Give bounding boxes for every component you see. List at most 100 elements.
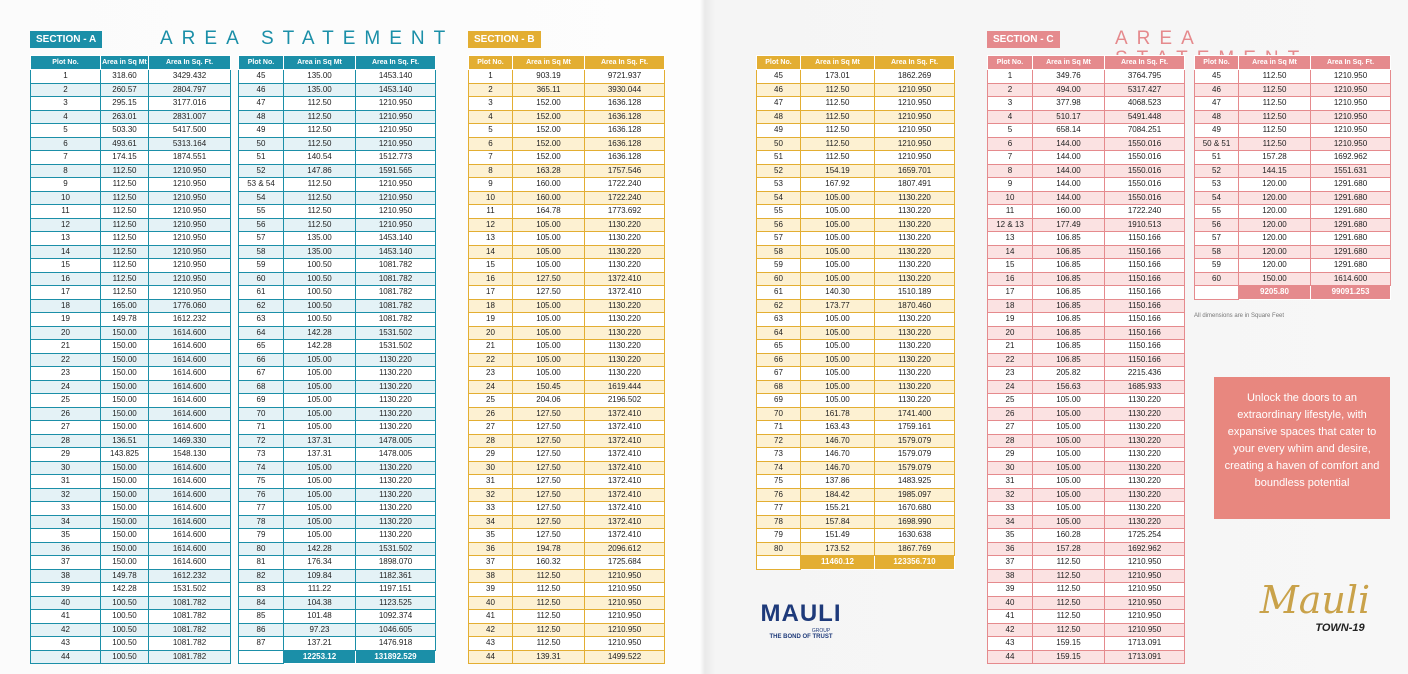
- cell: 503.30: [100, 123, 149, 138]
- cell: 1478.005: [355, 433, 436, 448]
- data-row: 51 112.50 1210.950: [756, 150, 955, 165]
- cell: 1636.128: [584, 150, 665, 165]
- data-row: 47 112.50 1210.950: [756, 96, 955, 111]
- cell: 100.50: [100, 609, 149, 624]
- data-row: 31 150.00 1614.600: [30, 474, 231, 489]
- cell: 1: [468, 69, 513, 84]
- cell: 112.50: [512, 609, 585, 624]
- cell: 112.50: [100, 244, 149, 259]
- cell: 120.00: [1238, 258, 1311, 273]
- cell: 177.49: [1032, 217, 1105, 232]
- cell: 20: [30, 325, 101, 340]
- data-row: 59 105.00 1130.220: [756, 258, 955, 273]
- data-row: 8 144.00 1550.016: [987, 163, 1185, 178]
- cell: 1612.232: [148, 312, 231, 327]
- data-row: 22 106.85 1150.166: [987, 352, 1185, 367]
- column-header: Area In Sq. Ft.: [584, 55, 665, 70]
- cell: 135.00: [283, 82, 356, 97]
- cell: 1550.016: [1104, 150, 1185, 165]
- cell: 1372.410: [584, 514, 665, 529]
- data-row: 26 150.00 1614.600: [30, 406, 231, 421]
- data-row: 27 105.00 1130.220: [987, 420, 1185, 435]
- cell: 1210.950: [1310, 109, 1391, 124]
- data-row: 28 127.50 1372.410: [468, 433, 665, 448]
- cell: 159.15: [1032, 636, 1105, 651]
- cell: 1591.565: [355, 163, 436, 178]
- cell: 150.00: [100, 460, 149, 475]
- data-row: 34 127.50 1372.410: [468, 514, 665, 529]
- cell: 112.50: [800, 96, 875, 111]
- cell: 1478.005: [355, 447, 436, 462]
- data-row: 43 159.15 1713.091: [987, 636, 1185, 651]
- cell: 64: [238, 325, 284, 340]
- cell: 33: [987, 501, 1033, 516]
- data-row: 22 150.00 1614.600: [30, 352, 231, 367]
- data-row: 69 105.00 1130.220: [238, 393, 436, 408]
- cell: 40: [30, 595, 101, 610]
- cell: 105.00: [283, 514, 356, 529]
- data-row: 74 105.00 1130.220: [238, 460, 436, 475]
- data-row: 65 142.28 1531.502: [238, 339, 436, 354]
- data-row: 2 365.11 3930.044: [468, 82, 665, 97]
- data-row: 56 120.00 1291.680: [1194, 217, 1391, 232]
- cell: 12: [468, 217, 513, 232]
- data-row: 74 146.70 1579.079: [756, 460, 955, 475]
- cell: 23: [468, 366, 513, 381]
- cell: 1291.680: [1310, 217, 1391, 232]
- data-row: 75 105.00 1130.220: [238, 474, 436, 489]
- cell: 33: [30, 501, 101, 516]
- data-row: 59 100.50 1081.782: [238, 258, 436, 273]
- cell: 3764.795: [1104, 69, 1185, 84]
- cell: 85: [238, 609, 284, 624]
- cell: 1776.060: [148, 298, 231, 313]
- cell: 173.01: [800, 69, 875, 84]
- cell: 1210.950: [1310, 82, 1391, 97]
- column-header: Area in Sq Mt: [283, 55, 356, 70]
- data-row: 62 100.50 1081.782: [238, 298, 436, 313]
- cell: 37: [987, 555, 1033, 570]
- data-row: 50 112.50 1210.950: [756, 136, 955, 151]
- total-row: 12253.12 131892.529: [238, 649, 436, 664]
- area-table: Plot No. Area in Sq Mt Area In Sq. Ft. 1 318…: [30, 55, 231, 664]
- cell: 159.15: [1032, 649, 1105, 664]
- cell: 9: [468, 177, 513, 192]
- data-row: 12 112.50 1210.950: [30, 217, 231, 232]
- cell: 127.50: [512, 406, 585, 421]
- data-row: 47 112.50 1210.950: [1194, 96, 1391, 111]
- cell: 32: [30, 487, 101, 502]
- cell: 1130.220: [355, 393, 436, 408]
- cell: 150.00: [100, 406, 149, 421]
- cell: 144.15: [1238, 163, 1311, 178]
- data-row: 6 144.00 1550.016: [987, 136, 1185, 151]
- data-row: 51 140.54 1512.773: [238, 150, 436, 165]
- cell: 14: [468, 244, 513, 259]
- cell: 79: [238, 528, 284, 543]
- data-row: 73 146.70 1579.079: [756, 447, 955, 462]
- cell: 34: [987, 514, 1033, 529]
- data-row: 14 106.85 1150.166: [987, 244, 1185, 259]
- cell: 45: [756, 69, 801, 84]
- data-row: 18 106.85 1150.166: [987, 298, 1185, 313]
- cell: 55: [756, 204, 801, 219]
- cell: 27: [987, 420, 1033, 435]
- total-cell: 9205.80: [1238, 285, 1311, 300]
- cell: 1372.410: [584, 501, 665, 516]
- cell: 46: [238, 82, 284, 97]
- cell: 1614.600: [148, 528, 231, 543]
- column-header: Area in Sq Mt: [100, 55, 149, 70]
- cell: 47: [238, 96, 284, 111]
- cell: 263.01: [100, 109, 149, 124]
- cell: 1636.128: [584, 109, 665, 124]
- cell: 10: [987, 190, 1033, 205]
- cell: 1130.220: [1104, 514, 1185, 529]
- data-row: 3 295.15 3177.016: [30, 96, 231, 111]
- cell: 6: [30, 136, 101, 151]
- data-row: 36 157.28 1692.962: [987, 541, 1185, 556]
- data-row: 45 112.50 1210.950: [1194, 69, 1391, 84]
- cell: 1130.220: [874, 339, 955, 354]
- cell: 150.00: [100, 393, 149, 408]
- cell: 1692.962: [1310, 150, 1391, 165]
- data-row: 31 127.50 1372.410: [468, 474, 665, 489]
- cell: 1130.220: [874, 190, 955, 205]
- cell: 28: [987, 433, 1033, 448]
